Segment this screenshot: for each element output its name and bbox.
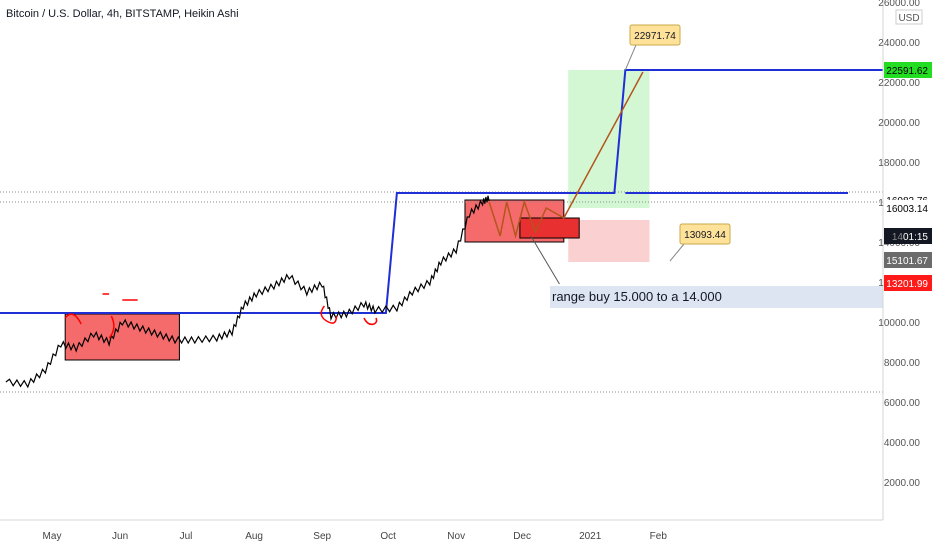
- drawings-layer: range buy 15.000 to a 14.000: [64, 71, 722, 339]
- scribble-circle-2: [363, 317, 378, 326]
- y-tick-label: 24000.00: [878, 38, 920, 49]
- third-price-badge-box: [884, 252, 932, 268]
- stop-zone: [568, 220, 650, 262]
- y-tick-label: 22000.00: [878, 78, 920, 89]
- stop-callout-label: 13093.44: [684, 230, 726, 241]
- y-tick-label: 4000.00: [884, 438, 921, 449]
- y-tick-label: 6000.00: [884, 398, 921, 409]
- zones-layer: [64, 70, 883, 361]
- currency-badge: USD: [898, 13, 919, 24]
- callouts-layer: 22971.74 13093.44: [624, 24, 731, 262]
- x-tick-label: May: [43, 531, 62, 542]
- x-tick-label: Sep: [313, 531, 331, 542]
- y-tick-label: 26000.00: [878, 0, 920, 9]
- x-tick-label: Jun: [112, 531, 128, 542]
- price-line: [5, 195, 490, 389]
- stop-callout-pointer: [669, 243, 685, 262]
- countdown-badge-box: [884, 228, 932, 244]
- stop-price-badge: 13201.99: [886, 279, 928, 290]
- y-tick-label: 2000.00: [884, 478, 921, 489]
- y-tick-label: 8000.00: [884, 358, 921, 369]
- x-tick-label: Feb: [650, 531, 668, 542]
- target-price-badge: 22591.62: [886, 66, 928, 77]
- scribble-arc-1: [64, 313, 82, 325]
- buy-range-box: [519, 217, 580, 239]
- stop-price-badge-box: [884, 275, 932, 291]
- note-background: [550, 286, 883, 308]
- third-price-badge: 15101.67: [886, 256, 928, 267]
- countdown-prefix: 14: [892, 232, 904, 243]
- projection-path: [488, 71, 644, 239]
- y-tick-label: 20000.00: [878, 118, 920, 129]
- x-tick-label: Dec: [513, 531, 531, 542]
- price-layer: [5, 195, 490, 389]
- levels-layer: [0, 69, 883, 393]
- x-tick-label: Nov: [447, 531, 465, 542]
- consolidation-box-1: [64, 313, 180, 361]
- x-tick-label: Oct: [380, 531, 396, 542]
- countdown-badge: 01:15: [903, 232, 928, 243]
- price-badges: 22591.6216083.7616003.141401:1515101.671…: [884, 62, 932, 291]
- x-tick-label: 2021: [579, 531, 602, 542]
- scribble-arc-2: [108, 315, 115, 339]
- x-axis[interactable]: May Jun Jul Aug Sep Oct Nov Dec 2021 Feb: [0, 519, 883, 542]
- chart-title: Bitcoin / U.S. Dollar, 4h, BITSTAMP, Hei…: [6, 8, 239, 20]
- x-tick-label: Aug: [245, 531, 263, 542]
- x-tick-label: Jul: [180, 531, 193, 542]
- scribble-circle-1: [320, 305, 338, 324]
- second-price-badge-box: [884, 200, 932, 216]
- second-price-badge: 16003.14: [886, 204, 928, 215]
- target-callout-label: 22971.74: [634, 31, 676, 42]
- target-price-badge-box: [884, 62, 932, 78]
- range-buy-note: range buy 15.000 to a 14.000: [552, 289, 722, 304]
- target-callout-pointer: [624, 44, 637, 71]
- y-tick-label: 10000.00: [878, 318, 920, 329]
- stop-callout-box: [679, 223, 731, 245]
- y-tick-label: 18000.00: [878, 158, 920, 169]
- note-pointer-line: [530, 235, 560, 285]
- target-callout-box: [629, 24, 681, 46]
- currency-badge-box: [895, 9, 923, 25]
